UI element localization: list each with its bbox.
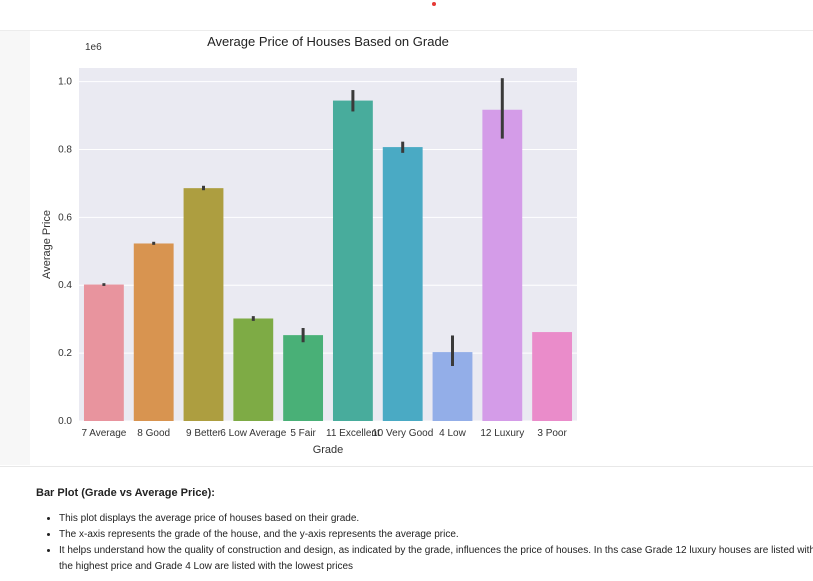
x-tick-label: 12 Luxury — [480, 428, 524, 439]
x-tick-label: 4 Low — [439, 428, 466, 439]
x-tick-label: 11 Excellent — [326, 428, 380, 439]
y-tick-label: 0.6 — [58, 212, 72, 223]
section-heading: Bar Plot (Grade vs Average Price): — [36, 487, 215, 499]
x-tick-label: 7 Average — [81, 428, 126, 439]
bar — [332, 100, 373, 421]
bullet-list: This plot displays the average price of … — [42, 511, 813, 575]
y-tick-label: 0.2 — [58, 348, 72, 359]
x-tick-label: 8 Good — [137, 428, 170, 439]
bar-chart: 0.0 0.2 0.4 0.6 0.8 1.0 7 Average 8 Good 9 Bett… — [41, 34, 577, 456]
x-tick-label: 6 Low Average — [220, 428, 286, 439]
y-tick-label: 0.0 — [58, 416, 72, 427]
x-tick-label: 5 Fair — [290, 428, 316, 439]
x-tick-label: 10 Very Good — [372, 428, 433, 439]
list-item: The x-axis represents the grade of the h… — [59, 527, 813, 543]
cell-gutter — [0, 31, 30, 465]
bar — [233, 318, 274, 421]
list-item: It helps understand how the quality of c… — [59, 543, 813, 575]
y-offset-label: 1e6 — [85, 42, 102, 53]
bar — [482, 109, 523, 422]
bar — [133, 243, 174, 421]
chart-title: Average Price of Houses Based on Grade — [207, 34, 449, 49]
y-tick-label: 0.8 — [58, 144, 72, 155]
status-dot — [432, 2, 436, 6]
x-tick-label: 9 Better — [186, 428, 222, 439]
top-bar — [0, 0, 813, 31]
y-tick-label: 1.0 — [58, 77, 72, 88]
chart-output: 0.0 0.2 0.4 0.6 0.8 1.0 7 Average 8 Good 9 Bett… — [30, 31, 813, 465]
bar — [283, 335, 324, 421]
markdown-cell: Bar Plot (Grade vs Average Price): This … — [0, 466, 813, 581]
bar — [382, 147, 423, 421]
x-axis-label: Grade — [313, 444, 344, 456]
y-axis-label: Average Price — [41, 210, 53, 279]
bar — [83, 284, 124, 421]
x-tick-label: 3 Poor — [537, 428, 567, 439]
list-item: This plot displays the average price of … — [59, 511, 813, 527]
bar — [183, 188, 224, 421]
bar — [532, 332, 573, 421]
y-tick-label: 0.4 — [58, 280, 72, 291]
